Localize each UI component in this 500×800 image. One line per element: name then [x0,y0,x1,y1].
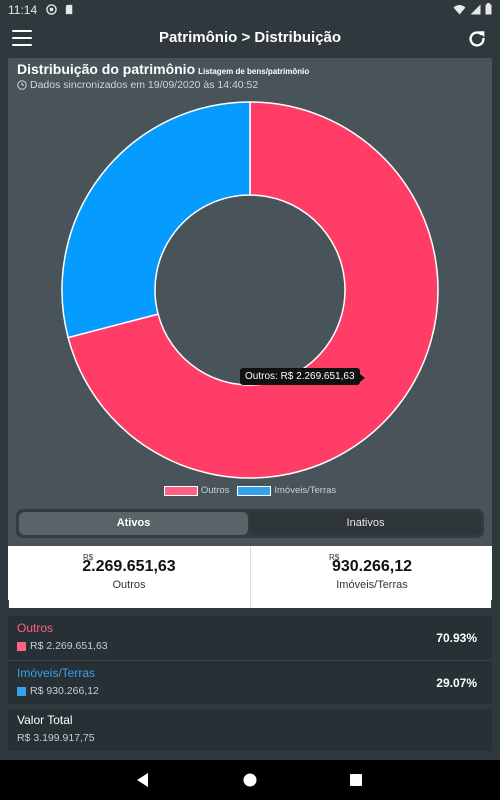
total-column-outros: R$ 2.269.651,63 Outros [8,546,250,608]
menu-icon[interactable] [12,30,32,48]
total-value: 930.266,12 [331,558,413,575]
at-sign-icon [46,4,57,15]
tab-ativos[interactable]: Ativos [19,512,248,535]
total-value: 2.269.651,63 [82,558,176,575]
status-time: 11:14 [8,3,38,17]
list-item[interactable]: Outros R$ 2.269.651,63 70.93% [8,616,492,660]
divider-tick [8,600,9,608]
signal-icon [470,4,481,14]
breakdown-list: Outros R$ 2.269.651,63 70.93% Imóveis/Te… [8,616,492,704]
item-amount-row: R$ 930.266,12 [17,685,99,697]
tab-inativos[interactable]: Inativos [250,512,481,535]
legend-label: Outros [200,485,230,496]
item-amount-row: R$ 2.269.651,63 [17,640,108,652]
refresh-icon[interactable] [466,28,488,50]
page-title: Patrimônio > Distribuição [158,29,342,46]
card-title: Distribuição do patrimônio Listagem de be… [17,61,309,77]
total-value-card: Valor Total R$ 3.199.917,75 [8,709,492,751]
color-swatch [17,641,26,651]
wifi-icon [453,4,466,14]
list-item[interactable]: Imóveis/Terras R$ 930.266,12 29.07% [8,660,492,704]
currency-label: R$ [83,553,94,562]
back-icon[interactable] [134,771,152,789]
recents-icon[interactable] [347,771,365,789]
item-name: Outros [17,621,54,635]
legend-label: Imóveis/Terras [274,485,337,496]
status-bar: 11:14 [0,0,500,20]
total-amount: R$ 3.199.917,75 [17,732,95,744]
legend-swatch [163,485,198,496]
system-nav-bar [0,760,500,800]
legend-item-outros[interactable]: Outros [163,485,230,496]
distribution-card: Distribuição do patrimônio Listagem de be… [8,58,492,546]
status-toggle: Ativos Inativos [16,509,484,538]
chart-tooltip: Outros: R$ 2.269.651,63 [240,368,365,385]
card-title-text: Distribuição do patrimônio [17,61,196,77]
battery-icon [485,3,492,15]
status-icons [453,3,492,15]
card-subtitle: Listagem de bens/patrimônio [198,67,310,76]
sd-card-icon [65,4,73,15]
slice-imoveis-terras[interactable] [61,101,251,339]
total-title: Valor Total [17,713,73,727]
legend-item-imoveis[interactable]: Imóveis/Terras [237,485,336,496]
chart-legend: Outros Imóveis/Terras [8,485,492,496]
item-percent: 70.93% [436,631,477,645]
item-percent: 29.07% [436,676,477,690]
home-icon[interactable] [241,771,259,789]
sync-text: Dados sincronizados em 19/09/2020 às 14:… [30,79,259,91]
item-amount: R$ 930.266,12 [30,685,99,697]
total-label: Outros [112,579,146,591]
total-label: Imóveis/Terras [336,579,408,591]
color-swatch [17,686,26,696]
currency-label: R$ [329,553,340,562]
divider-tick [491,600,492,608]
item-name: Imóveis/Terras [17,666,96,680]
legend-swatch [237,485,272,496]
donut-chart [61,101,439,479]
totals-panel: R$ 2.269.651,63 Outros R$ 930.266,12 Imó… [8,546,492,608]
sync-status: Dados sincronizados em 19/09/2020 às 14:… [17,79,258,91]
clock-icon [17,80,27,90]
app-bar: Patrimônio > Distribuição [0,20,500,58]
item-amount: R$ 2.269.651,63 [30,640,108,652]
total-column-imoveis: R$ 930.266,12 Imóveis/Terras [250,546,492,608]
